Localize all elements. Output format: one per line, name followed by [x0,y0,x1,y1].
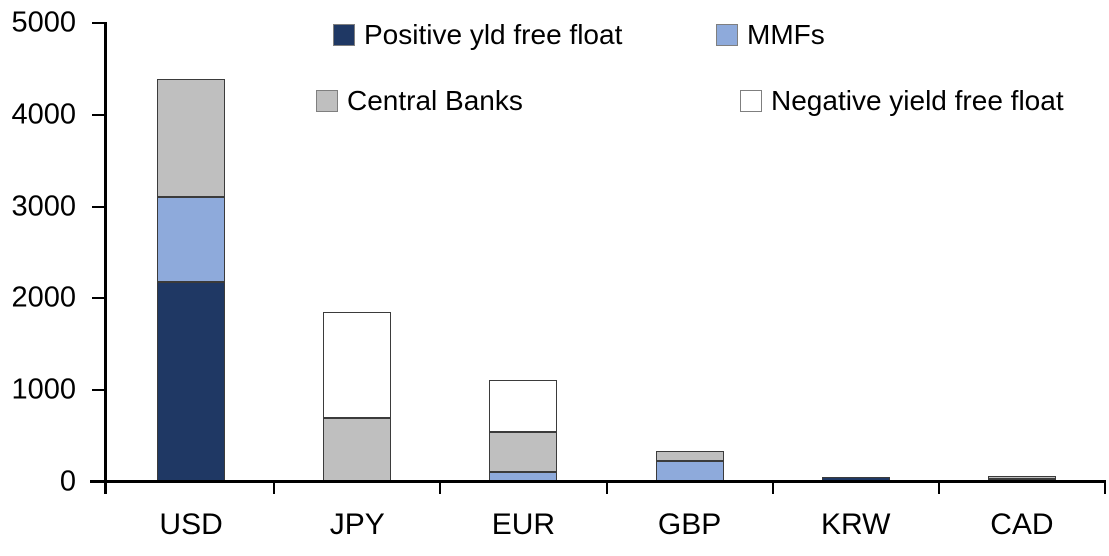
x-axis-tick [439,480,441,494]
y-axis-label-3000: 3000 [11,190,76,223]
legend-item-central-banks: Central Banks [316,87,523,115]
bar-segment-GBP-2 [656,451,724,461]
legend-item-negative-yield-free-float: Negative yield free float [740,87,1064,115]
x-axis-line [90,480,1106,483]
bar-segment-USD-0 [157,282,225,482]
y-axis-tick [92,113,107,116]
legend-label-mmfs: MMFs [747,19,825,50]
bar-segment-USD-1 [157,197,225,282]
x-axis-tick [1104,480,1106,494]
y-axis-label-1000: 1000 [11,373,76,406]
y-axis-tick [92,389,107,392]
y-axis-label-4000: 4000 [11,98,76,131]
y-axis-tick [92,22,107,24]
legend-label-negative-yield-free-float: Negative yield free float [771,85,1064,116]
legend-swatch-positive-yld-free-float [333,24,355,46]
x-axis-label-CAD: CAD [990,508,1054,541]
bar-segment-GBP-1 [656,461,724,482]
x-axis-label-EUR: EUR [491,508,556,541]
y-axis-label-0: 0 [59,465,76,498]
y-axis-label-5000: 5000 [11,6,76,39]
x-axis-tick [606,480,608,494]
y-axis-label-2000: 2000 [11,281,76,314]
x-axis-label-GBP: GBP [657,508,722,541]
x-axis-label-KRW: KRW [821,508,891,541]
bar-segment-USD-2 [157,79,225,197]
legend-item-positive-yld-free-float: Positive yld free float [333,21,622,49]
x-axis-tick [938,480,940,494]
legend-swatch-central-banks [316,90,338,112]
bar-segment-JPY-3 [323,312,391,418]
y-axis-tick [92,205,107,208]
bar-segment-CAD-2 [988,476,1056,479]
legend-label-central-banks: Central Banks [347,85,523,116]
bar-segment-EUR-3 [489,380,557,432]
legend-label-positive-yld-free-float: Positive yld free float [364,19,623,50]
bar-segment-EUR-2 [489,432,557,472]
bar-segment-JPY-2 [323,418,391,482]
x-axis-tick [273,480,275,494]
legend-swatch-mmfs [716,24,738,46]
x-axis-label-USD: USD [159,508,223,541]
y-axis-tick [92,297,107,300]
y-axis-line [104,22,107,494]
legend-item-mmfs: MMFs [716,21,825,49]
legend-swatch-negative-yield-free-float [740,90,762,112]
x-axis-tick [772,480,774,494]
x-axis-label-JPY: JPY [329,508,385,541]
